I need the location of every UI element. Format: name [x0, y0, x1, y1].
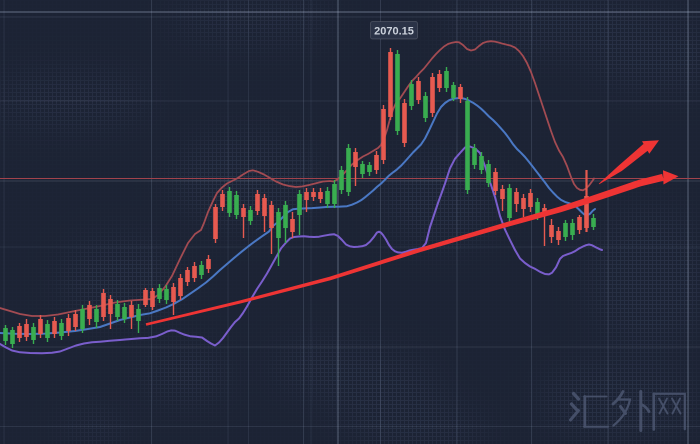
svg-text:2070.15: 2070.15	[374, 26, 414, 38]
